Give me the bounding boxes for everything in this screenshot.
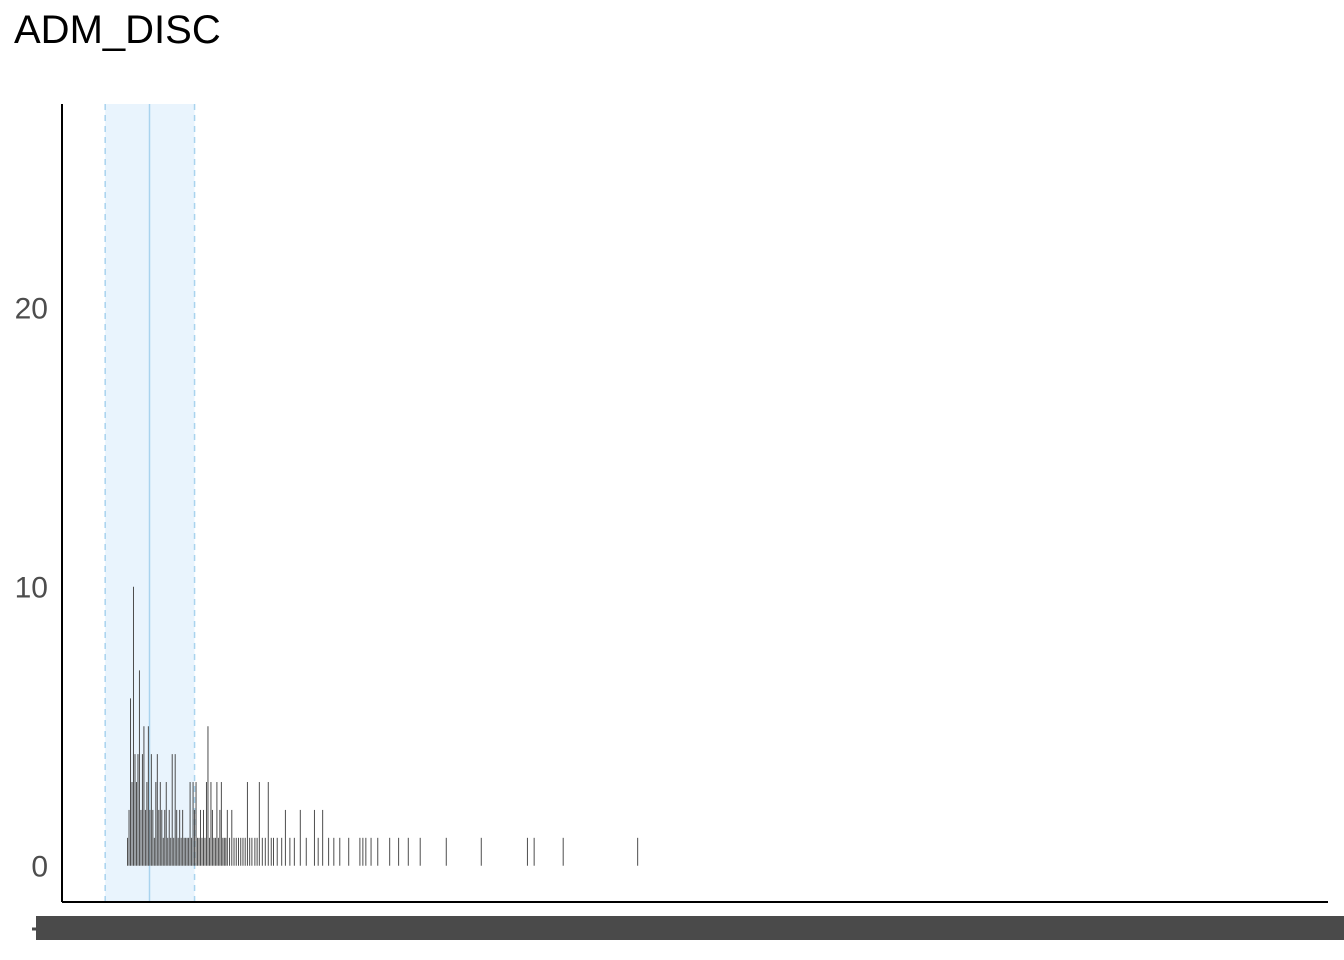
y-tick-label-0: 0 (31, 851, 48, 884)
y-tick-label-20: 20 (15, 293, 48, 326)
y-tick-label-10: 10 (15, 572, 48, 605)
chart-title: ADM_DISC (14, 8, 221, 52)
x-tick-labels-overlap (36, 916, 1344, 940)
